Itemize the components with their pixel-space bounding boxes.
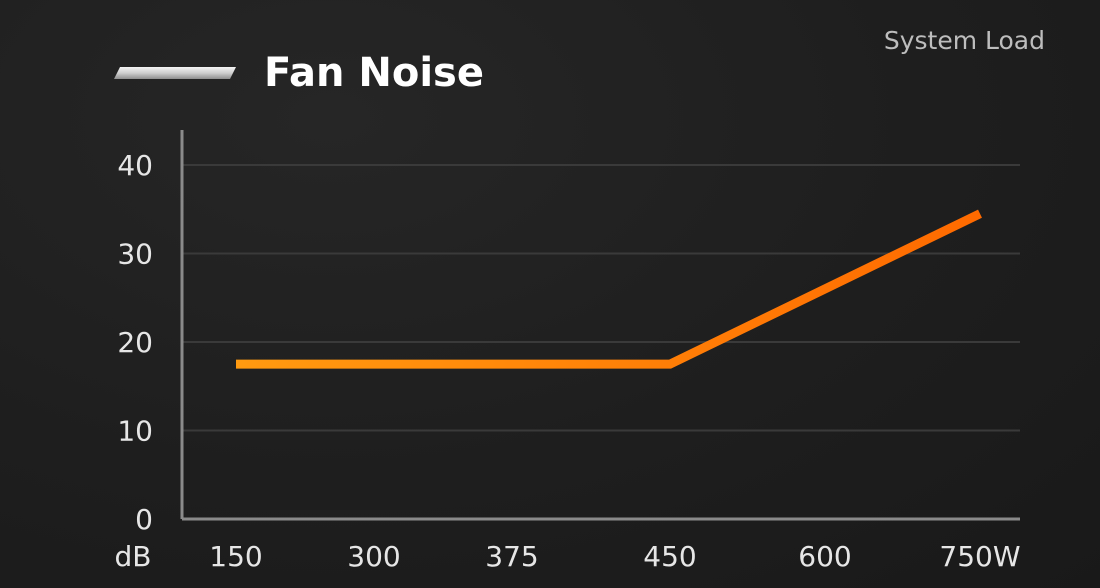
y-tick-label: 30 <box>117 238 153 271</box>
series-line <box>236 209 982 369</box>
y-tick-labels: 0 10 20 30 40 <box>117 149 153 536</box>
series-group <box>236 209 982 369</box>
x-tick-label: 300 <box>347 540 400 573</box>
y-axis-unit-label: dB <box>115 540 152 573</box>
x-tick-labels: 150 300 375 450 600 750W <box>209 540 1020 573</box>
x-tick-label: 750W <box>939 540 1020 573</box>
y-tick-label: 10 <box>117 415 153 448</box>
y-tick-label: 40 <box>117 149 153 182</box>
axes <box>180 130 1020 521</box>
x-tick-label: 600 <box>798 540 851 573</box>
corner-label: System Load <box>884 26 1045 55</box>
x-tick-label: 375 <box>485 540 538 573</box>
y-tick-label: 0 <box>135 503 153 536</box>
x-tick-label: 450 <box>643 540 696 573</box>
x-tick-label: 150 <box>209 540 262 573</box>
chart-title: Fan Noise <box>264 50 484 96</box>
grid-lines <box>182 164 1020 432</box>
y-tick-label: 20 <box>117 326 153 359</box>
legend-swatch <box>114 67 236 79</box>
